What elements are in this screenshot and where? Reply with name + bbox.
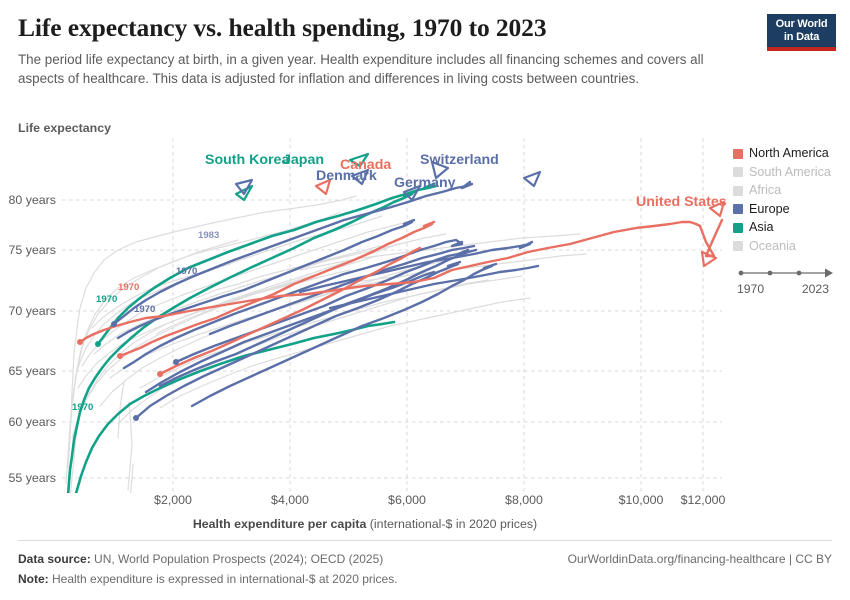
x-tick-2000: $2,000 xyxy=(154,493,192,507)
svg-text:75 years: 75 years xyxy=(8,243,56,257)
svg-text:South Korea: South Korea xyxy=(205,152,289,168)
legend-item-north-america[interactable]: North America xyxy=(733,146,848,161)
footer-source-row: Data source: UN, World Population Prospe… xyxy=(18,550,832,570)
svg-text:1970: 1970 xyxy=(96,294,117,305)
europe-arrowheads xyxy=(234,160,542,202)
svg-text:United States: United States xyxy=(636,194,727,210)
x-tick-10000: $10,000 xyxy=(618,493,664,507)
legend-label-south-america: South America xyxy=(749,164,831,179)
x-axis-title-unit: (international-$ in 2020 prices) xyxy=(366,517,538,531)
note-text: Health expenditure is expressed in inter… xyxy=(48,571,398,586)
time-slider-handle-start xyxy=(738,270,744,276)
svg-text:65 years: 65 years xyxy=(8,364,56,378)
series-europe-extra-1 xyxy=(134,260,462,420)
svg-text:1970: 1970 xyxy=(72,402,93,413)
time-slider-start-year: 1970 xyxy=(737,282,765,296)
legend-item-asia[interactable]: Asia xyxy=(733,220,848,235)
svg-text:1970: 1970 xyxy=(134,304,155,315)
legend-label-africa: Africa xyxy=(749,183,782,198)
time-slider-tick-mid1 xyxy=(767,270,773,276)
time-slider-years: 1970 2023 xyxy=(737,282,829,296)
series-start-points xyxy=(77,321,179,421)
logo-line-2: in Data xyxy=(783,30,820,43)
svg-text:Japan: Japan xyxy=(283,152,324,168)
legend-item-south-america[interactable]: South America xyxy=(733,165,848,180)
legend-swatch-asia xyxy=(733,222,743,233)
x-axis-title-bold: Health expenditure per capita xyxy=(192,517,367,531)
y-gridlines xyxy=(62,199,722,479)
time-slider[interactable]: 1970 2023 xyxy=(737,266,837,296)
continent-legend[interactable]: North America South America Africa Europ… xyxy=(733,146,848,257)
series-europe-extra-6 xyxy=(144,270,436,394)
series-united-states xyxy=(78,220,702,344)
inactive-country-lines xyxy=(65,195,587,493)
x-tick-8000: $8,000 xyxy=(505,493,543,507)
footer-note-row: Note: Health expenditure is expressed in… xyxy=(18,570,832,590)
svg-text:Switzerland: Switzerland xyxy=(420,152,499,168)
svg-text:70 years: 70 years xyxy=(8,304,56,318)
na-arrowheads xyxy=(314,178,726,268)
time-slider-end-year: 2023 xyxy=(801,282,829,296)
page-title: Life expectancy vs. health spending, 197… xyxy=(18,13,547,42)
chart-subtitle: The period life expectancy at birth, in … xyxy=(18,51,704,86)
time-slider-handle-end xyxy=(825,268,833,278)
legend-label-asia: Asia xyxy=(749,220,774,235)
x-tick-6000: $6,000 xyxy=(388,493,426,507)
y-tick-labels: 80 years 75 years 70 years 65 years 60 y… xyxy=(8,193,56,485)
series-europe[interactable] xyxy=(112,180,540,420)
series-canada xyxy=(118,220,436,358)
attribution-link[interactable]: OurWorldinData.org/financing-healthcare … xyxy=(567,552,832,566)
legend-label-north-america: North America xyxy=(749,146,829,161)
svg-text:60 years: 60 years xyxy=(8,415,56,429)
legend-swatch-north-america xyxy=(733,148,743,159)
note-label: Note: xyxy=(18,571,49,586)
series-south-korea xyxy=(74,320,396,493)
svg-text:80 years: 80 years xyxy=(8,193,56,207)
year-annotations: 1970 1970 1970 1970 1970 1983 xyxy=(72,230,219,413)
legend-swatch-europe xyxy=(733,204,743,214)
x-tick-4000: $4,000 xyxy=(271,493,309,507)
legend-item-europe[interactable]: Europe xyxy=(733,202,848,217)
country-labels: South Korea Japan Canada Denmark Germany… xyxy=(205,152,727,210)
legend-label-europe: Europe xyxy=(749,201,790,216)
series-europe-extra-4 xyxy=(190,262,498,408)
svg-text:1983: 1983 xyxy=(198,230,219,241)
owid-logo[interactable]: Our World in Data xyxy=(767,14,836,51)
time-slider-track[interactable] xyxy=(737,266,837,280)
series-denmark xyxy=(116,218,416,340)
x-tick-12000: $12,000 xyxy=(680,493,726,507)
svg-text:Denmark: Denmark xyxy=(316,168,377,184)
legend-label-oceania: Oceania xyxy=(749,238,796,253)
svg-text:1970: 1970 xyxy=(118,282,139,293)
legend-swatch-oceania xyxy=(733,241,743,251)
series-germany xyxy=(122,238,464,370)
svg-text:Germany: Germany xyxy=(394,175,456,191)
series-south-korea-low xyxy=(66,190,416,493)
source-label: Data source: xyxy=(18,552,91,566)
time-slider-tick-mid2 xyxy=(796,270,802,276)
series-na-extra xyxy=(158,246,422,376)
plot-area[interactable]: 80 years 75 years 70 years 65 years 60 y… xyxy=(0,138,730,493)
legend-swatch-africa xyxy=(733,185,743,196)
series-switzerland xyxy=(112,180,474,326)
chart-footer: Data source: UN, World Population Prospe… xyxy=(18,540,832,590)
scatter-connected-plot[interactable]: 80 years 75 years 70 years 65 years 60 y… xyxy=(0,138,730,493)
y-axis-title: Life expectancy xyxy=(18,121,111,135)
svg-text:55 years: 55 years xyxy=(8,471,56,485)
svg-text:1970: 1970 xyxy=(176,266,197,277)
series-europe-extra-7 xyxy=(298,240,534,294)
legend-item-africa[interactable]: Africa xyxy=(733,183,848,198)
x-axis-title: Health expenditure per capita (internati… xyxy=(0,517,730,531)
logo-line-1: Our World xyxy=(775,18,828,30)
source-text: UN, World Population Prospects (2024); O… xyxy=(90,552,384,566)
asia-arrowheads xyxy=(234,152,370,202)
series-europe-extra-3 xyxy=(174,248,470,364)
series-europe-extra-8 xyxy=(328,264,540,310)
legend-swatch-south-america xyxy=(733,167,743,177)
svg-text:Canada: Canada xyxy=(340,157,391,173)
legend-item-oceania[interactable]: Oceania xyxy=(733,239,848,254)
chart-header: Life expectancy vs. health spending, 197… xyxy=(18,13,718,88)
